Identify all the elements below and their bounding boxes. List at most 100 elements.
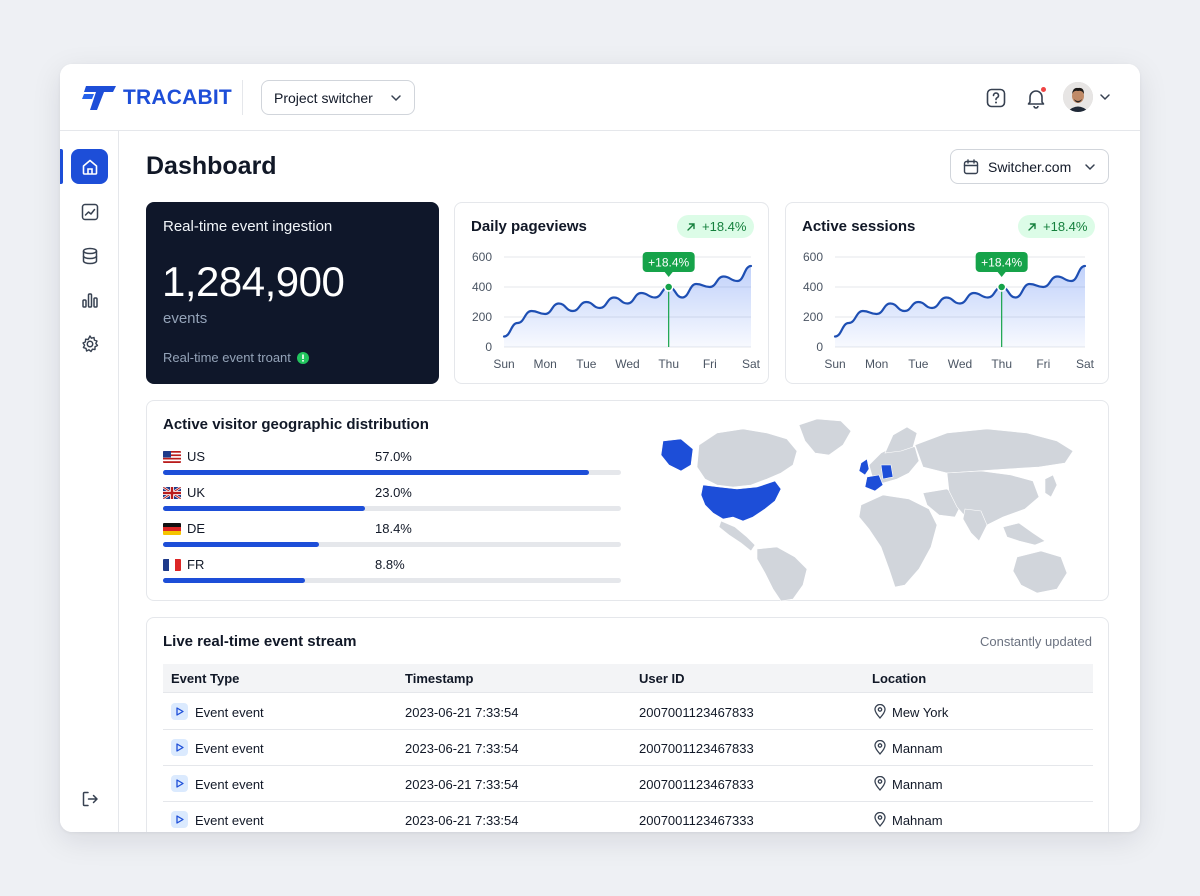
map-greenland [798,418,852,456]
pageviews-trend-value: +18.4% [702,219,747,234]
bar-chart-icon [81,292,98,308]
ingestion-title: Real-time event ingestion [163,218,333,235]
y-tick-label: 400 [472,280,492,294]
y-tick-label: 200 [803,310,823,324]
sessions-trend-badge: +18.4% [1018,215,1096,238]
geo-country-name: DE [187,521,206,536]
column-header-user-id[interactable]: User ID [639,671,685,686]
chevron-down-icon [1085,164,1095,171]
highlight-tooltip [642,252,695,272]
user-avatar[interactable] [1063,82,1093,112]
sidebar-item-analytics[interactable] [71,282,108,317]
trend-chart-icon [81,203,98,220]
timestamp-cell: 2023-06-21 7:33:54 [405,777,519,792]
brand-logo[interactable]: TRACABIT [82,84,232,112]
map-central-america [718,520,756,552]
x-tick-label: Wed [615,357,639,371]
geo-country-percent: 57.0% [375,449,412,464]
x-tick-label: Thu [991,357,1012,371]
app-window: TRACABIT Project switcher [60,64,1140,832]
notifications-button[interactable] [1024,86,1048,110]
sidebar-active-indicator [60,149,63,184]
sidebar-item-home[interactable] [71,149,108,184]
event-type-cell: Event event [195,777,264,792]
table-row[interactable]: Event event 2023-06-21 7:33:54 200700112… [163,694,1093,730]
database-icon [82,247,97,264]
y-tick-label: 200 [472,310,492,324]
event-type-cell: Event event [195,741,264,756]
help-chat-icon [986,88,1006,108]
location-cell: Mahnam [892,813,943,828]
play-icon [171,775,188,792]
x-tick-label: Sat [1076,357,1095,371]
pageviews-card: Daily pageviews +18.4% 600 400 200 0 Sun Mon T… [454,202,769,384]
column-header-timestamp[interactable]: Timestamp [405,671,474,686]
logout-icon [82,791,98,806]
highlight-label: +18.4% [648,256,689,270]
user-photo [1063,82,1093,112]
highlight-tooltip [975,252,1028,272]
geo-country-name: FR [187,557,205,572]
event-type-cell: Event event [195,705,264,720]
logo-text: TRACABIT [123,86,232,109]
map-south-america [756,546,808,601]
column-header-event-type[interactable]: Event Type [171,671,240,686]
project-switcher-button[interactable]: Project switcher [261,80,415,115]
x-tick-label: Mon [533,357,556,371]
tooltip-pointer [664,272,673,277]
map-southeast-asia [1002,522,1046,546]
timestamp-cell: 2023-06-21 7:33:54 [405,705,519,720]
map-canada [696,428,798,488]
user-id-cell: 2007001123467833 [639,705,754,720]
map-japan [1044,474,1058,498]
geo-bar-fill [163,542,319,547]
table-row[interactable]: Event event 2023-06-21 7:33:54 200700112… [163,766,1093,802]
y-tick-label: 0 [816,340,823,354]
bell-icon [1027,90,1045,109]
y-tick-label: 600 [472,250,492,264]
table-header: Event Type Timestamp User ID Location [163,664,1093,693]
site-selector-button[interactable]: Switcher.com [950,149,1109,184]
series-line [502,264,753,338]
x-tick-label: Sun [493,357,514,371]
world-map[interactable] [647,409,1087,601]
location-cell: Mannam [892,741,943,756]
series-area [835,266,1085,347]
table-row[interactable]: Event event 2023-06-21 7:33:54 200700112… [163,730,1093,766]
location-pin-icon [874,704,886,719]
highlight-point[interactable] [663,282,674,292]
sidebar [60,131,119,832]
ingestion-footer: Real-time event troant [163,350,309,365]
home-icon [82,159,97,175]
play-icon [171,703,188,720]
table-row[interactable]: Event event 2023-06-21 7:33:54 200700112… [163,802,1093,832]
help-button[interactable] [984,86,1008,110]
de-flag-icon [163,523,181,535]
geo-country-percent: 23.0% [375,485,412,500]
arrow-up-right-icon [687,222,695,231]
highlight-label: +18.4% [981,256,1022,270]
tooltip-pointer [997,272,1006,277]
user-id-cell: 2007001123467833 [639,777,754,792]
sidebar-item-logout[interactable] [71,781,108,816]
highlight-point[interactable] [996,282,1007,292]
header-divider [242,80,243,115]
user-id-cell: 2007001123467333 [639,813,754,828]
sidebar-item-settings[interactable] [71,326,108,361]
sidebar-item-trends[interactable] [71,194,108,229]
geo-bar-fill [163,470,589,475]
pageviews-title: Daily pageviews [471,218,587,235]
sidebar-item-database[interactable] [71,238,108,273]
column-header-location[interactable]: Location [872,671,927,686]
account-menu-chevron-icon[interactable] [1099,91,1111,103]
fr-flag-icon [163,559,181,571]
timestamp-cell: 2023-06-21 7:33:54 [405,813,519,828]
sessions-card: Active sessions +18.4% 600 400 200 0 Sun Mon T… [785,202,1109,384]
ingestion-value: 1,284,900 [162,258,345,305]
map-scandinavia [884,426,918,454]
geo-bar-track [163,506,621,511]
x-tick-label: Fri [1036,357,1050,371]
x-tick-label: Tue [576,357,597,371]
location-pin-icon [874,812,886,827]
